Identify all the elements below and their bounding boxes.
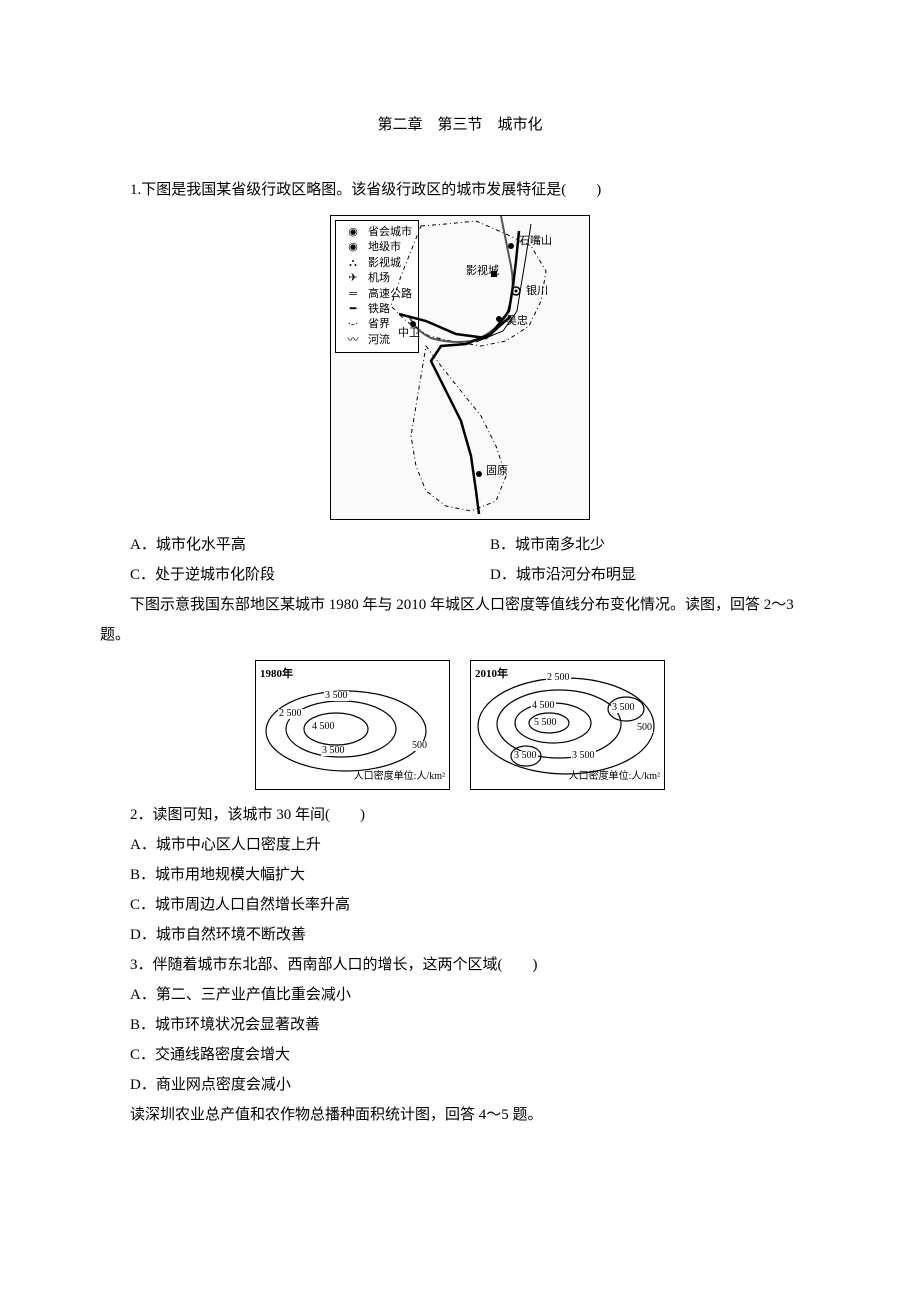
contour-2010-1: 2 500 [546,673,571,683]
q1-stem: 1.下图是我国某省级行政区略图。该省级行政区的城市发展特征是( ) [100,175,820,205]
q1-option-d: D．城市沿河分布明显 [460,560,820,590]
q3-option-d: D．商业网点密度会减小 [100,1070,820,1100]
unit-1980: 人口密度单位:人/km² [354,767,445,787]
contour-1980-5: 500 [411,741,428,751]
q3-option-b: B．城市环境状况会显著改善 [100,1010,820,1040]
city-guyuan: 固原 [486,466,508,477]
contour-2010-5: 500 [636,723,653,733]
q2-option-b: B．城市用地规模大幅扩大 [100,860,820,890]
city-wuzhong: 吴忠 [506,316,528,327]
city-yingshicheng: 影视城 [466,266,499,277]
unit-2010: 人口密度单位:人/km² [569,767,660,787]
q1-option-c: C．处于逆城市化阶段 [100,560,460,590]
city-shizuishan: 石嘴山 [519,236,552,247]
document-title: 第二章 第三节 城市化 [100,110,820,140]
q1-option-b: B．城市南多北少 [460,530,820,560]
context-q45: 读深圳农业总产值和农作物总播种面积统计图，回答 4～5 题。 [100,1100,820,1130]
q3-option-a: A．第二、三产业产值比重会减小 [100,980,820,1010]
q2-stem: 2．读图可知，该城市 30 年间( ) [100,800,820,830]
map-figure: ◉省会城市 ◉地级市 ⛬影视城 ✈机场 ═高速公路 ━铁路 ·-·省界 〰河流 … [100,215,820,520]
density-1980: 1980年 3 500 2 500 4 500 3 500 500 人口密度单位… [255,660,450,790]
contour-2010-7: 3 500 [571,751,596,761]
contour-2010-3: 5 500 [533,718,558,728]
contour-2010-4: 3 500 [611,703,636,713]
contour-2010-6: 3 500 [513,751,538,761]
contour-1980-3: 4 500 [311,722,336,732]
province-map: ◉省会城市 ◉地级市 ⛬影视城 ✈机场 ═高速公路 ━铁路 ·-·省界 〰河流 … [330,215,590,520]
city-zhongwei: 中卫 [398,328,420,339]
q3-option-c: C．交通线路密度会增大 [100,1040,820,1070]
contour-2010-2: 4 500 [531,701,556,711]
contour-1980-1: 3 500 [324,691,349,701]
city-yinchuan: 银川 [526,286,548,297]
density-2010: 2010年 2 500 4 500 5 500 3 500 500 3 500 … [470,660,665,790]
q2-option-d: D．城市自然环境不断改善 [100,920,820,950]
q3-stem: 3．伴随着城市东北部、西南部人口的增长，这两个区域( ) [100,950,820,980]
q2-option-a: A．城市中心区人口密度上升 [100,830,820,860]
q2-option-c: C．城市周边人口自然增长率升高 [100,890,820,920]
context-q23: 下图示意我国东部地区某城市 1980 年与 2010 年城区人口密度等值线分布变… [100,590,820,650]
q1-option-a: A．城市化水平高 [100,530,460,560]
contour-1980-2: 2 500 [278,709,303,719]
map-svg [331,216,591,521]
density-figure: 1980年 3 500 2 500 4 500 3 500 500 人口密度单位… [100,660,820,790]
contour-1980-4: 3 500 [321,746,346,756]
